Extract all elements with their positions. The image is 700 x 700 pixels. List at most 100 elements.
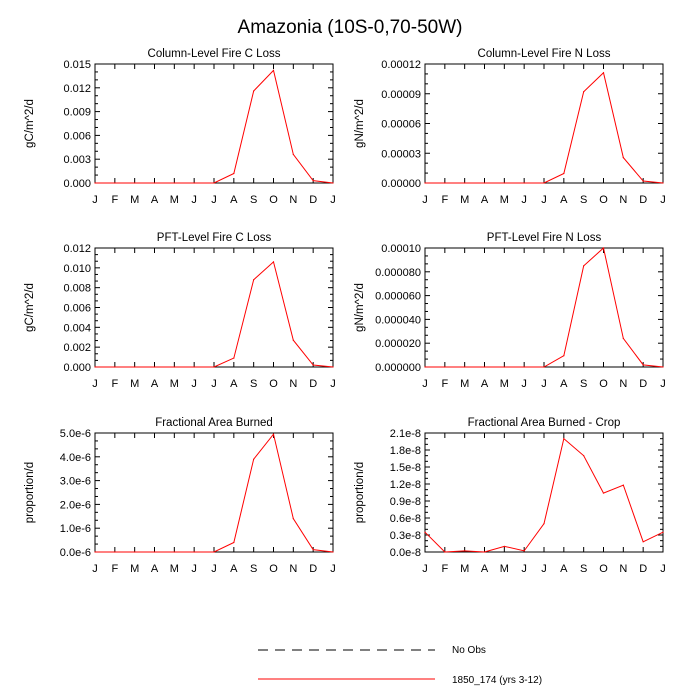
data-point bbox=[233, 357, 235, 359]
data-point bbox=[292, 339, 294, 341]
legend: No Obs 1850_174 (yrs 3-12) bbox=[258, 645, 542, 686]
x-tick-label: J bbox=[92, 378, 98, 390]
x-tick-label: J bbox=[422, 194, 428, 206]
data-point bbox=[153, 551, 156, 553]
data-point bbox=[134, 551, 136, 553]
y-tick-label: 0.3e-8 bbox=[390, 530, 421, 542]
y-tick-label: 0.00012 bbox=[381, 59, 421, 71]
x-tick-label: S bbox=[580, 378, 587, 390]
plot-frame bbox=[94, 63, 334, 184]
data-point bbox=[523, 182, 525, 184]
data-point bbox=[332, 182, 334, 184]
y-axis-label: gC/m^2/d bbox=[24, 99, 36, 148]
x-tick-label: O bbox=[599, 378, 608, 390]
series-line bbox=[95, 433, 334, 553]
data-point bbox=[602, 72, 605, 74]
x-tick-label: A bbox=[481, 378, 489, 390]
y-tick-label: 1.2e-8 bbox=[390, 479, 421, 491]
data-point bbox=[642, 541, 644, 543]
y-tick-label: 0.004 bbox=[63, 322, 91, 334]
data-point bbox=[483, 182, 486, 184]
y-tick-label: 0.000 bbox=[63, 362, 91, 374]
x-tick-label: A bbox=[481, 194, 489, 206]
data-point bbox=[94, 366, 96, 368]
data-point bbox=[503, 545, 505, 547]
x-tick-label: F bbox=[441, 563, 448, 575]
x-tick-label: D bbox=[639, 194, 647, 206]
plot-frame bbox=[94, 432, 334, 553]
plot-frame bbox=[424, 63, 664, 184]
data-point bbox=[173, 366, 175, 368]
x-tick-label: O bbox=[599, 194, 608, 206]
x-tick-label: A bbox=[230, 563, 238, 575]
x-tick-label: M bbox=[170, 194, 179, 206]
data-point bbox=[622, 484, 624, 486]
data-point bbox=[114, 551, 116, 553]
y-tick-label: 0.00009 bbox=[381, 89, 421, 101]
x-tick-label: J bbox=[660, 378, 666, 390]
data-point bbox=[583, 91, 585, 93]
y-axis-label: gC/m^2/d bbox=[24, 283, 36, 332]
x-tick-label: N bbox=[619, 378, 627, 390]
data-point bbox=[543, 182, 545, 184]
x-tick-label: F bbox=[441, 194, 448, 206]
x-tick-label: M bbox=[500, 194, 509, 206]
y-tick-label: 0.000080 bbox=[375, 267, 421, 279]
data-point bbox=[662, 182, 664, 184]
y-tick-label: 0.9e-8 bbox=[390, 496, 421, 508]
data-point bbox=[213, 551, 215, 553]
y-tick-label: 3.0e-6 bbox=[60, 476, 91, 488]
panel-title: Fractional Area Burned bbox=[155, 417, 273, 429]
plot-frame bbox=[424, 247, 664, 368]
y-axis-label: gN/m^2/d bbox=[354, 99, 366, 148]
x-tick-label: A bbox=[230, 378, 238, 390]
y-tick-label: 0.015 bbox=[63, 59, 91, 71]
x-tick-label: J bbox=[211, 378, 217, 390]
x-tick-label: A bbox=[230, 194, 238, 206]
data-point bbox=[94, 551, 96, 553]
series-line bbox=[424, 437, 664, 553]
x-tick-label: S bbox=[250, 563, 257, 575]
x-tick-label: D bbox=[309, 378, 317, 390]
y-tick-label: 0.0e-8 bbox=[390, 547, 421, 559]
panel-title: Column-Level Fire C Loss bbox=[148, 48, 281, 60]
x-tick-label: M bbox=[170, 378, 179, 390]
x-tick-label: S bbox=[580, 563, 587, 575]
panel-title: Column-Level Fire N Loss bbox=[478, 48, 611, 60]
x-tick-label: S bbox=[250, 194, 257, 206]
x-tick-label: J bbox=[660, 194, 666, 206]
x-tick-label: S bbox=[580, 194, 587, 206]
x-tick-label: J bbox=[521, 563, 527, 575]
legend-label-model: 1850_174 (yrs 3-12) bbox=[452, 675, 542, 686]
x-tick-label: J bbox=[191, 194, 197, 206]
data-point bbox=[193, 366, 195, 368]
panel-title: PFT-Level Fire N Loss bbox=[487, 232, 602, 244]
x-tick-label: N bbox=[619, 194, 627, 206]
data-point bbox=[662, 531, 664, 533]
data-point bbox=[464, 550, 466, 552]
data-point bbox=[563, 172, 565, 175]
data-point bbox=[563, 438, 565, 440]
data-point bbox=[523, 550, 525, 552]
x-tick-label: J bbox=[422, 378, 428, 390]
data-point bbox=[312, 180, 314, 182]
x-tick-label: N bbox=[289, 563, 297, 575]
x-tick-label: M bbox=[460, 378, 469, 390]
y-tick-label: 0.6e-8 bbox=[390, 513, 421, 525]
data-point bbox=[153, 182, 156, 184]
data-point bbox=[642, 180, 644, 182]
y-tick-label: 0.000000 bbox=[375, 362, 421, 374]
data-point bbox=[602, 492, 605, 494]
figure-title: Amazonia (10S-0,70-50W) bbox=[238, 17, 463, 38]
data-point bbox=[292, 518, 294, 520]
x-tick-label: J bbox=[330, 194, 336, 206]
x-tick-label: J bbox=[521, 378, 527, 390]
x-tick-label: D bbox=[309, 194, 317, 206]
y-tick-label: 0.010 bbox=[63, 263, 91, 275]
